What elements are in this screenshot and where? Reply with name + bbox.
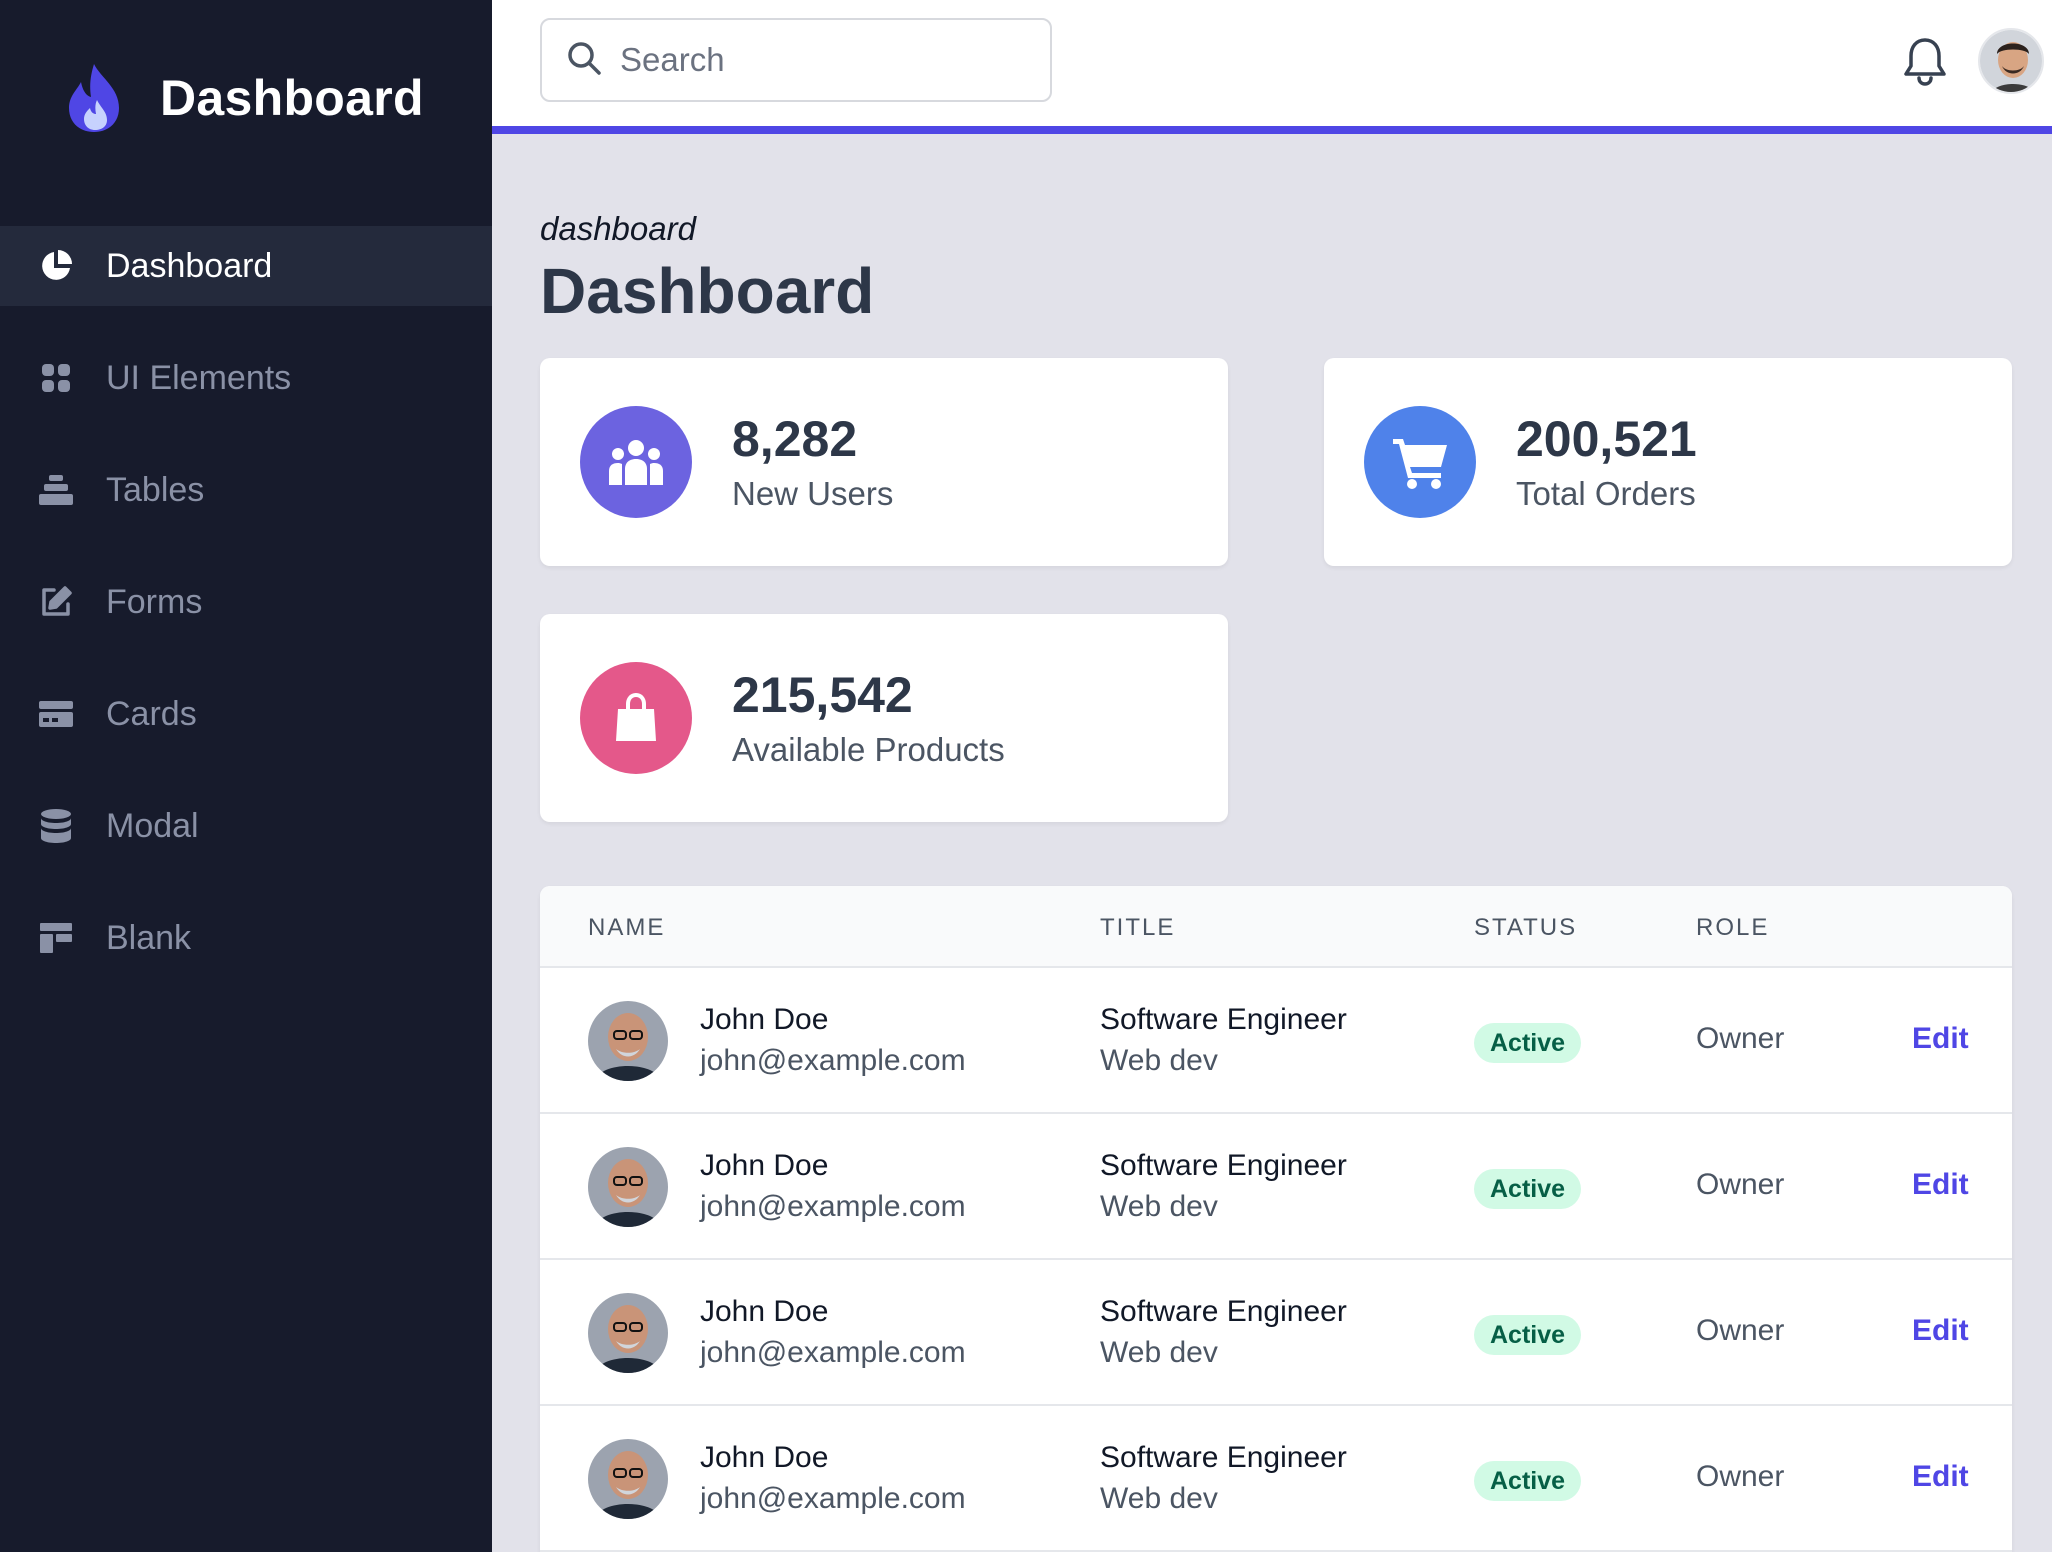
brand-name: Dashboard (160, 70, 424, 126)
user-role: Owner (1696, 1168, 1785, 1201)
user-department: Web dev (1100, 1190, 1218, 1223)
sidebar-item-label: Blank (106, 918, 192, 957)
avatar (588, 1293, 668, 1373)
user-role: Owner (1696, 1460, 1785, 1493)
database-icon (38, 808, 74, 844)
status-badge: Active (1474, 1169, 1582, 1209)
sidebar-item-modal[interactable]: Modal (0, 786, 492, 866)
sidebar-item-label: Tables (106, 470, 205, 509)
stat-label: Total Orders (1516, 474, 1696, 512)
user-department: Web dev (1100, 1482, 1218, 1515)
user-department: Web dev (1100, 1044, 1218, 1077)
user-department: Web dev (1100, 1336, 1218, 1369)
bell-icon[interactable] (1902, 36, 1948, 86)
user-title: Software Engineer (1100, 1295, 1347, 1328)
sidebar-item-label: Modal (106, 806, 199, 845)
top-header (492, 0, 2052, 134)
edit-icon (38, 584, 74, 620)
pie-chart-icon (38, 248, 74, 284)
cart-icon (1364, 406, 1476, 518)
user-role: Owner (1696, 1314, 1785, 1347)
avatar (588, 1439, 668, 1519)
column-header-name[interactable]: NAME (588, 914, 666, 941)
table-row: John Doe john@example.com Software Engin… (540, 968, 2012, 1114)
search-icon (566, 40, 602, 81)
edit-link[interactable]: Edit (1912, 1168, 1969, 1201)
stat-card-available-products: 215,542 Available Products (540, 614, 1228, 822)
sidebar-item-label: Cards (106, 694, 197, 733)
sidebar-item-ui-elements[interactable]: UI Elements (0, 338, 492, 418)
edit-link[interactable]: Edit (1912, 1314, 1969, 1347)
page-title: Dashboard (540, 255, 875, 327)
user-email: john@example.com (700, 1190, 966, 1223)
stat-value: 200,521 (1516, 410, 1697, 467)
brand[interactable]: Dashboard (58, 58, 424, 138)
user-email: john@example.com (700, 1044, 966, 1077)
shopping-bag-icon (580, 662, 692, 774)
status-badge: Active (1474, 1023, 1582, 1063)
sidebar: Dashboard Dashboard (0, 0, 492, 1552)
user-role: Owner (1696, 1022, 1785, 1055)
stat-card-total-orders: 200,521 Total Orders (1324, 358, 2012, 566)
search-box[interactable] (540, 18, 1052, 102)
user-email: john@example.com (700, 1482, 966, 1515)
user-avatar[interactable] (1978, 28, 2044, 94)
table-header: NAME TITLE STATUS ROLE (540, 886, 2012, 968)
user-name: John Doe (700, 1003, 829, 1036)
users-icon (580, 406, 692, 518)
sidebar-item-label: Dashboard (106, 246, 273, 285)
sidebar-item-label: UI Elements (106, 358, 292, 397)
user-name: John Doe (700, 1441, 829, 1474)
user-email: john@example.com (700, 1336, 966, 1369)
user-name: John Doe (700, 1295, 829, 1328)
user-title: Software Engineer (1100, 1149, 1347, 1182)
sidebar-item-blank[interactable]: Blank (0, 898, 492, 978)
search-input[interactable] (620, 41, 1020, 79)
user-title: Software Engineer (1100, 1441, 1347, 1474)
user-name: John Doe (700, 1149, 829, 1182)
table-row: John Doe john@example.com Software Engin… (540, 1114, 2012, 1260)
status-badge: Active (1474, 1461, 1582, 1501)
avatar (588, 1001, 668, 1081)
stat-value: 8,282 (732, 410, 858, 467)
users-table: NAME TITLE STATUS ROLE John Doe (540, 886, 2012, 1552)
sidebar-item-cards[interactable]: Cards (0, 674, 492, 754)
grid-icon (38, 360, 74, 396)
layout-icon (38, 920, 74, 956)
column-header-status[interactable]: STATUS (1474, 914, 1578, 941)
edit-link[interactable]: Edit (1912, 1460, 1969, 1493)
stack-icon (38, 472, 74, 508)
column-header-role[interactable]: ROLE (1696, 914, 1770, 941)
status-badge: Active (1474, 1315, 1582, 1355)
stat-card-new-users: 8,282 New Users (540, 358, 1228, 566)
user-title: Software Engineer (1100, 1003, 1347, 1036)
edit-link[interactable]: Edit (1912, 1022, 1969, 1055)
sidebar-item-label: Forms (106, 582, 203, 621)
flame-icon (58, 58, 130, 138)
avatar (588, 1147, 668, 1227)
sidebar-nav: Dashboard UI Elements (0, 226, 492, 1010)
stat-label: New Users (732, 474, 894, 512)
breadcrumb: dashboard (540, 210, 696, 247)
column-header-title[interactable]: TITLE (1100, 914, 1176, 941)
table-row: John Doe john@example.com Software Engin… (540, 1406, 2012, 1552)
sidebar-item-tables[interactable]: Tables (0, 450, 492, 530)
table-row: John Doe john@example.com Software Engin… (540, 1260, 2012, 1406)
credit-card-icon (38, 696, 74, 732)
sidebar-item-dashboard[interactable]: Dashboard (0, 226, 492, 306)
sidebar-item-forms[interactable]: Forms (0, 562, 492, 642)
stat-label: Available Products (732, 730, 1005, 768)
stat-value: 215,542 (732, 666, 913, 723)
